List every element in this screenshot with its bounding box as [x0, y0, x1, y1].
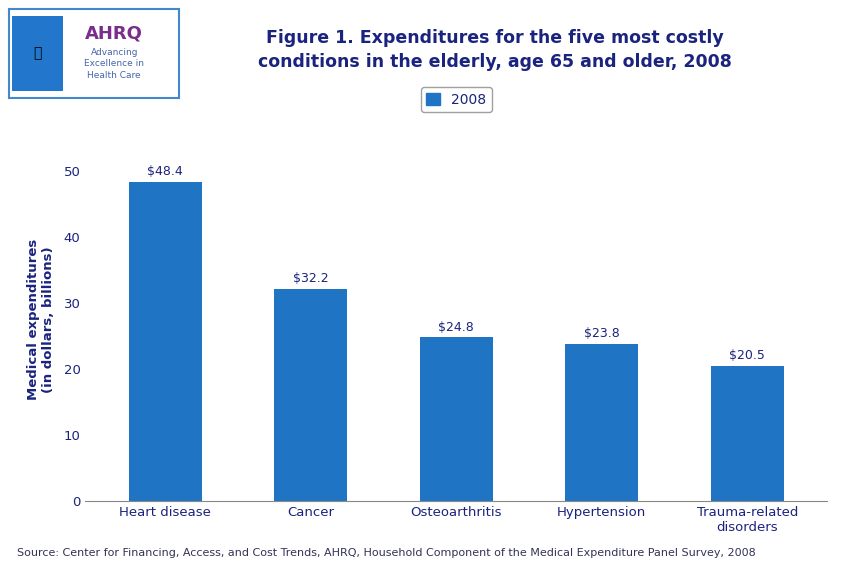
- Bar: [419, 338, 492, 501]
- Text: Advancing
Excellence in
Health Care: Advancing Excellence in Health Care: [84, 48, 144, 79]
- Legend: 2008: 2008: [420, 87, 492, 112]
- Text: Figure 1. Expenditures for the five most costly
conditions in the elderly, age 6: Figure 1. Expenditures for the five most…: [257, 29, 731, 71]
- Text: AHRQ: AHRQ: [85, 25, 143, 43]
- Text: $48.4: $48.4: [147, 165, 183, 178]
- Text: Source: Center for Financing, Access, and Cost Trends, AHRQ, Household Component: Source: Center for Financing, Access, an…: [17, 548, 755, 558]
- Bar: [565, 344, 637, 501]
- Bar: [129, 182, 201, 501]
- Bar: [711, 366, 783, 501]
- Text: 🦅: 🦅: [33, 46, 42, 60]
- Text: $32.2: $32.2: [293, 272, 328, 285]
- Text: $23.8: $23.8: [584, 327, 619, 340]
- Bar: [274, 289, 347, 501]
- Text: $20.5: $20.5: [728, 349, 764, 362]
- Text: $24.8: $24.8: [438, 320, 474, 334]
- Y-axis label: Medical expenditures
(in dollars, billions): Medical expenditures (in dollars, billio…: [27, 239, 55, 400]
- FancyBboxPatch shape: [12, 16, 63, 91]
